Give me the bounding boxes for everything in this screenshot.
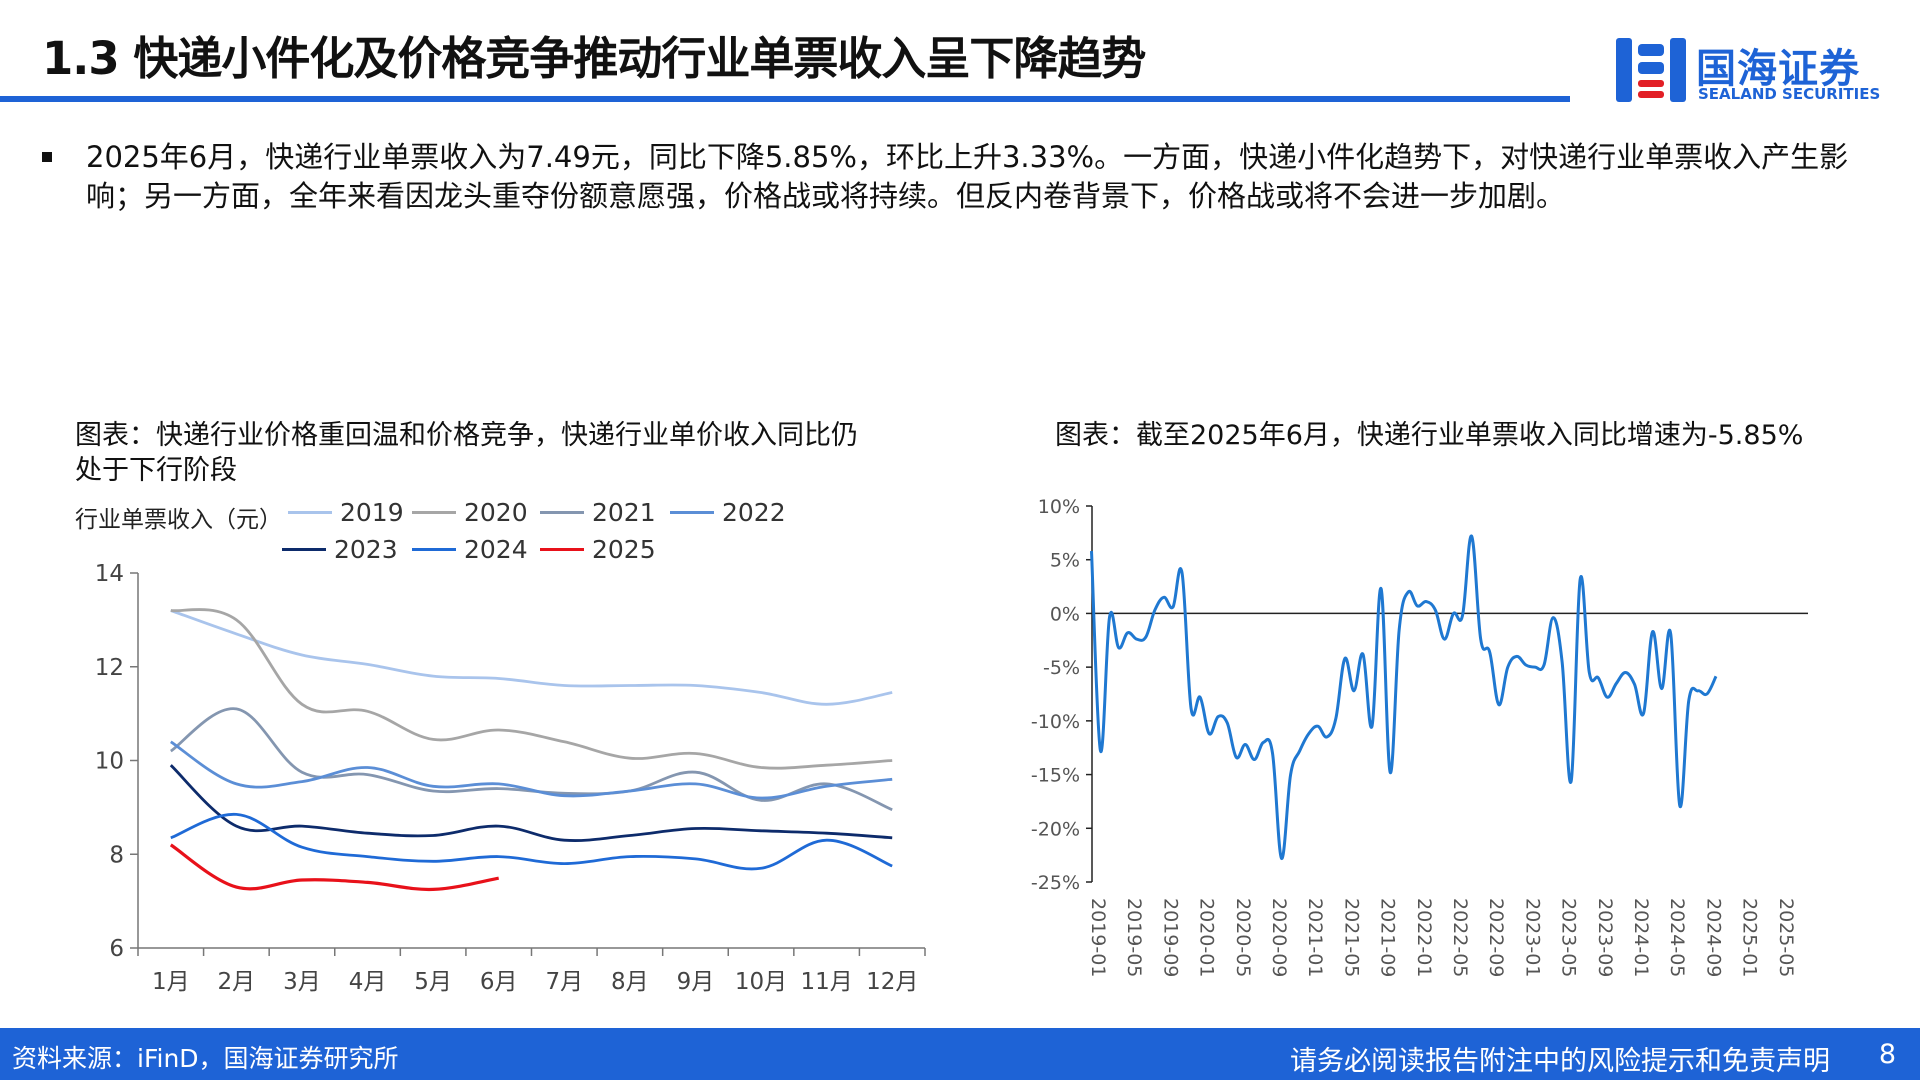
left-x-tick-label: 2月 (218, 969, 256, 995)
legend-label-2022: 2022 (722, 498, 786, 527)
right-x-tick-label: 2024-05 (1666, 898, 1688, 977)
right-x-tick-label: 2019-01 (1087, 898, 1109, 977)
legend-swatch-2020 (412, 511, 456, 514)
legend-item-2023: 2023 (282, 535, 398, 564)
page-number: 8 (1878, 1039, 1896, 1070)
right-y-tick-label: -10% (1031, 711, 1080, 733)
legend-label-2024: 2024 (464, 535, 528, 564)
legend-label-2020: 2020 (464, 498, 528, 527)
legend-item-2021: 2021 (540, 498, 656, 527)
legend-item-2022: 2022 (670, 498, 786, 527)
left-chart-title: 图表：快递行业价格重回温和价格竞争，快递行业单价收入同比仍处于下行阶段 (75, 420, 858, 486)
summary-bullet-text: 2025年6月，快递行业单票收入为7.49元，同比下降5.85%，环比上升3.3… (86, 140, 1849, 213)
left-x-tick-label: 4月 (349, 969, 387, 995)
footer-disclaimer: 请务必阅读报告附注中的风险提示和免责声明 (1290, 1046, 1830, 1077)
legend-swatch-2023 (282, 548, 326, 551)
series-line-2025 (169, 843, 499, 892)
yoy-growth-line (1090, 534, 1718, 860)
left-y-tick-label: 14 (95, 561, 124, 587)
legend-label-2021: 2021 (592, 498, 656, 527)
right-x-tick-label: 2020-01 (1196, 898, 1218, 977)
company-logo: 国海证券 SEALAND SECURITIES (1612, 30, 1882, 110)
right-y-tick-label: 5% (1050, 550, 1080, 572)
page-title: 1.3 快递小件化及价格竞争推动行业单票收入呈下降趋势 (42, 32, 1146, 85)
right-y-tick-label: 10% (1038, 496, 1080, 518)
footer-source: 资料来源：iFinD，国海证券研究所 (12, 1044, 399, 1073)
series-line-2019 (170, 609, 893, 706)
right-y-tick-label: -5% (1043, 657, 1080, 679)
series-line-2020 (170, 608, 893, 770)
right-x-tick-label: 2020-05 (1232, 898, 1254, 977)
legend-swatch-2022 (670, 511, 714, 514)
legend-label-2023: 2023 (334, 535, 398, 564)
left-x-tick-label: 1月 (152, 969, 190, 995)
right-x-tick-label: 2019-05 (1123, 898, 1145, 977)
right-x-tick-label: 2023-05 (1558, 898, 1580, 977)
legend-label-2025: 2025 (592, 535, 656, 564)
right-x-tick-label: 2025-01 (1739, 898, 1761, 977)
left-chart-ylabel: 行业单票收入（元） (75, 507, 282, 533)
legend-swatch-2024 (412, 548, 456, 551)
logo-mark-icon (1616, 38, 1686, 102)
title-underline (0, 96, 1570, 102)
legend-item-2025: 2025 (540, 535, 656, 564)
left-x-tick-label: 5月 (414, 969, 452, 995)
right-x-tick-label: 2021-05 (1340, 898, 1362, 977)
left-y-tick-label: 6 (109, 936, 124, 962)
left-x-tick-label: 8月 (611, 969, 649, 995)
left-x-tick-label: 6月 (480, 969, 518, 995)
left-y-tick-label: 12 (95, 655, 124, 681)
right-x-tick-label: 2019-09 (1159, 898, 1181, 977)
left-y-tick-label: 8 (109, 842, 124, 868)
left-y-tick-label: 10 (95, 749, 124, 775)
right-y-tick-label: -15% (1031, 765, 1080, 787)
series-line-2022 (170, 740, 893, 800)
right-x-tick-label: 2020-09 (1268, 898, 1290, 977)
left-x-tick-label: 10月 (735, 969, 787, 995)
legend-swatch-2019 (288, 511, 332, 514)
left-x-tick-label: 7月 (545, 969, 583, 995)
right-x-tick-label: 2021-01 (1304, 898, 1326, 977)
legend-item-2019: 2019 (288, 498, 404, 527)
right-x-tick-label: 2025-05 (1775, 898, 1797, 977)
right-y-tick-label: -25% (1031, 872, 1080, 894)
right-x-tick-label: 2024-01 (1630, 898, 1652, 977)
logo-english-name: SEALAND SECURITIES (1698, 85, 1881, 103)
legend-swatch-2021 (540, 511, 584, 514)
legend-swatch-2025 (540, 548, 584, 551)
right-chart-title: 图表：截至2025年6月，快递行业单票收入同比增速为-5.85% (1055, 420, 1804, 451)
left-x-tick-label: 3月 (283, 969, 321, 995)
right-x-tick-label: 2022-01 (1413, 898, 1435, 977)
right-y-tick-label: -20% (1031, 818, 1080, 840)
left-x-tick-label: 9月 (677, 969, 715, 995)
legend-label-2019: 2019 (340, 498, 404, 527)
series-line-2024 (170, 812, 893, 871)
right-x-tick-label: 2022-09 (1485, 898, 1507, 977)
legend-item-2020: 2020 (412, 498, 528, 527)
series-line-2023 (169, 764, 893, 842)
right-x-tick-label: 2021-09 (1377, 898, 1399, 977)
bullet-square-icon (42, 152, 52, 162)
right-x-tick-label: 2023-09 (1594, 898, 1616, 977)
right-x-tick-label: 2022-05 (1449, 898, 1471, 977)
logo-chinese-name: 国海证券 (1696, 46, 1860, 92)
legend-item-2024: 2024 (412, 535, 528, 564)
footer-bar: 资料来源：iFinD，国海证券研究所 请务必阅读报告附注中的风险提示和免责声明 … (0, 1028, 1920, 1080)
right-x-tick-label: 2023-01 (1521, 898, 1543, 977)
right-y-tick-label: 0% (1050, 603, 1080, 625)
left-x-tick-label: 12月 (866, 969, 918, 995)
right-x-tick-label: 2024-09 (1702, 898, 1724, 977)
series-line-2021 (169, 707, 893, 812)
left-x-tick-label: 11月 (800, 969, 852, 995)
